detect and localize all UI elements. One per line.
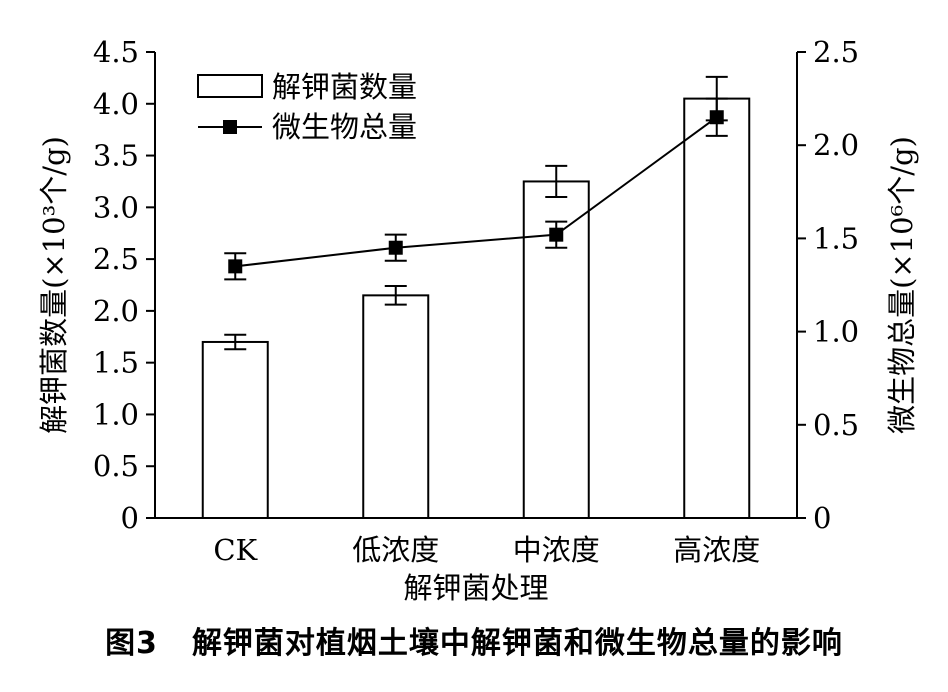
x-axis-tick-label: 高浓度 [673, 533, 760, 567]
right-axis-tick-label: 1.0 [813, 315, 859, 349]
left-axis-tick-label: 2.0 [93, 294, 139, 328]
left-axis-tick-label: 4.5 [93, 35, 139, 69]
left-axis-tick-label: 3.0 [93, 190, 139, 224]
left-axis-tick-label: 1.0 [93, 397, 139, 431]
line-point-2 [549, 227, 564, 242]
plot-area: 0 0.5 1.0 1.5 2.0 2.5 3.0 3.5 4.0 4.5 0 0.5 1.0 1.5 2.… [37, 35, 919, 605]
right-axis-tick-label: 1.5 [813, 221, 859, 255]
bar-0 [201, 340, 269, 520]
line-series [235, 116, 718, 268]
left-axis-tick-label: 0.5 [93, 449, 139, 483]
legend-label-line: 微生物总量 [272, 110, 417, 144]
x-axis-tick-label: 中浓度 [513, 533, 600, 567]
right-axis-label: 微生物总量(×10⁶个/g) [885, 136, 919, 434]
left-axis-tick-label: 2.5 [93, 242, 139, 276]
right-axis-tick-label: 0.5 [813, 408, 859, 442]
right-axis-tick-label: 2.5 [813, 35, 859, 69]
left-axis-tick-label: 0 [121, 501, 139, 535]
line-point-3 [709, 110, 724, 125]
left-axis-tick-label: 3.5 [93, 139, 139, 173]
bar-1 [362, 294, 430, 519]
x-axis-tick-label: 低浓度 [352, 533, 439, 567]
figure-caption-number: 图3 [105, 626, 158, 661]
line-point-0 [228, 259, 243, 274]
figure-caption: 图3 解钾菌对植烟土壤中解钾菌和微生物总量的影响 [0, 618, 948, 662]
right-axis-tick-label: 0 [813, 501, 831, 535]
left-axis-label: 解钾菌数量(×10³个/g) [37, 136, 71, 434]
bar-3 [683, 97, 751, 519]
left-axis-tick-label: 4.0 [93, 87, 139, 121]
x-axis-tick-label: CK [213, 533, 258, 567]
line-point-1 [388, 240, 403, 255]
legend-label-bar: 解钾菌数量 [272, 70, 417, 104]
legend-swatch-bar [197, 74, 263, 98]
figure-caption-text: 解钾菌对植烟土壤中解钾菌和微生物总量的影响 [191, 626, 843, 661]
right-axis-tick-label: 2.0 [813, 128, 859, 162]
left-axis-tick-label: 1.5 [93, 346, 139, 380]
x-axis-label: 解钾菌处理 [403, 571, 548, 605]
legend-swatch-marker [223, 120, 237, 134]
